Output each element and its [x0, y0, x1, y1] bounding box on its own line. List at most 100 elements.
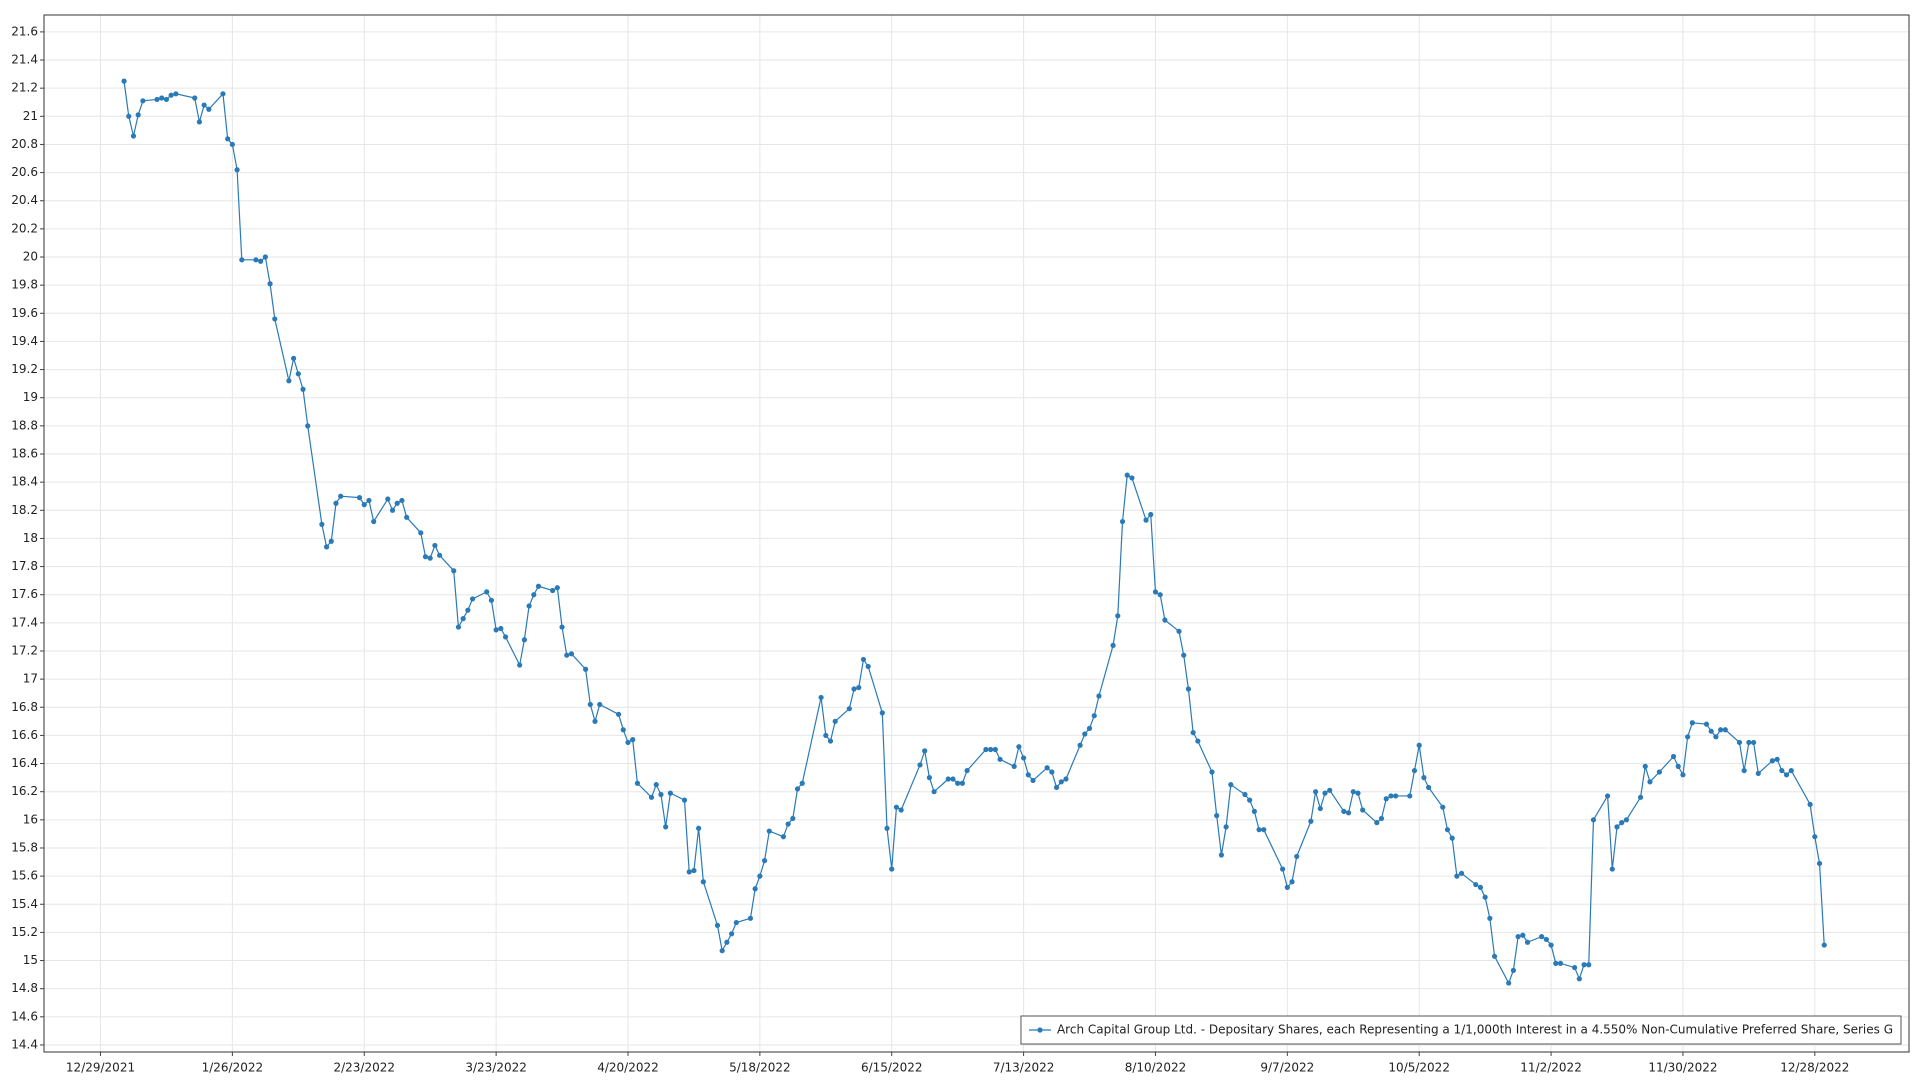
data-point	[992, 746, 998, 753]
data-point	[983, 746, 989, 753]
data-point	[1788, 767, 1794, 774]
data-point	[201, 102, 207, 108]
data-point	[328, 538, 334, 544]
x-tick-label: 8/10/2022	[1125, 1061, 1187, 1075]
data-point	[1572, 964, 1578, 971]
data-point	[696, 825, 702, 831]
data-point	[724, 939, 730, 945]
data-point	[1454, 873, 1460, 879]
y-tick-label: 19.4	[11, 334, 38, 348]
data-point	[1473, 881, 1479, 888]
data-point	[1020, 755, 1027, 761]
data-point	[766, 828, 772, 834]
data-point	[422, 554, 429, 560]
data-point	[1444, 827, 1451, 833]
data-point	[950, 776, 956, 782]
data-point	[757, 873, 763, 879]
y-tick-label: 16.6	[11, 728, 38, 742]
y-tick-label: 19.6	[11, 306, 38, 320]
data-point	[568, 651, 575, 657]
data-point	[1750, 739, 1757, 746]
data-point	[1327, 787, 1333, 793]
data-point	[1053, 784, 1060, 791]
data-point	[389, 507, 396, 513]
y-tick-label: 17.8	[11, 559, 38, 573]
data-point	[1524, 939, 1531, 945]
data-point	[959, 780, 965, 786]
data-point	[1590, 817, 1597, 823]
data-point	[729, 931, 735, 937]
data-point	[1718, 727, 1724, 733]
data-point	[1294, 853, 1300, 860]
y-tick-label: 15.2	[11, 925, 38, 939]
data-point	[1025, 772, 1031, 778]
data-point	[1816, 860, 1823, 867]
data-point	[846, 706, 852, 712]
data-point	[691, 867, 697, 874]
data-point	[1228, 782, 1234, 788]
data-point	[1157, 592, 1163, 598]
data-point	[1223, 824, 1229, 830]
x-tick-label: 2/23/2022	[333, 1061, 395, 1075]
y-tick-label: 20.4	[11, 193, 38, 207]
data-point	[154, 96, 160, 103]
data-point	[460, 616, 466, 622]
data-point	[140, 98, 146, 104]
data-point	[597, 701, 603, 708]
data-point	[681, 797, 688, 803]
data-point	[663, 824, 669, 830]
data-point	[879, 710, 885, 716]
data-point	[1143, 517, 1149, 523]
data-point	[1247, 797, 1253, 803]
data-point	[1162, 617, 1168, 623]
data-point	[1011, 763, 1017, 769]
data-point	[1821, 942, 1827, 948]
data-point	[1312, 789, 1319, 795]
y-tick-label: 21	[23, 109, 38, 123]
data-point	[823, 732, 829, 739]
y-tick-label: 14.8	[11, 981, 38, 995]
data-point	[338, 493, 344, 499]
data-point	[319, 521, 325, 527]
data-point	[1129, 475, 1135, 481]
data-point	[630, 737, 636, 743]
data-point	[945, 776, 951, 782]
data-point	[1242, 791, 1248, 798]
data-point	[493, 627, 499, 633]
data-point	[1774, 756, 1780, 762]
data-point	[286, 378, 292, 384]
data-point	[865, 663, 871, 670]
data-point	[1091, 713, 1097, 719]
data-point	[832, 718, 838, 724]
data-point	[988, 746, 994, 753]
data-point	[1675, 763, 1681, 769]
data-point	[550, 587, 556, 594]
data-point	[1317, 805, 1323, 812]
data-point	[385, 496, 391, 502]
data-point	[1440, 804, 1446, 810]
x-tick-label: 11/2/2022	[1520, 1061, 1582, 1075]
data-point	[889, 866, 895, 872]
data-point	[404, 514, 410, 520]
x-tick-label: 12/28/2022	[1780, 1061, 1849, 1075]
data-point	[262, 254, 268, 260]
data-point	[1063, 776, 1069, 782]
data-point	[1119, 518, 1126, 525]
data-point	[323, 544, 330, 550]
data-point	[1581, 962, 1587, 968]
data-point	[498, 625, 504, 632]
data-point	[206, 106, 212, 112]
data-point	[922, 748, 928, 754]
data-point	[1214, 813, 1220, 819]
data-point	[1741, 767, 1747, 774]
data-point	[1576, 976, 1582, 982]
data-point	[1656, 769, 1662, 775]
data-point	[135, 112, 141, 118]
y-tick-label: 19	[23, 390, 38, 404]
data-point	[1586, 962, 1592, 968]
data-point	[827, 738, 834, 744]
data-point	[1016, 744, 1022, 750]
y-tick-label: 17	[23, 672, 38, 686]
data-point	[860, 656, 867, 663]
data-point	[790, 815, 796, 822]
